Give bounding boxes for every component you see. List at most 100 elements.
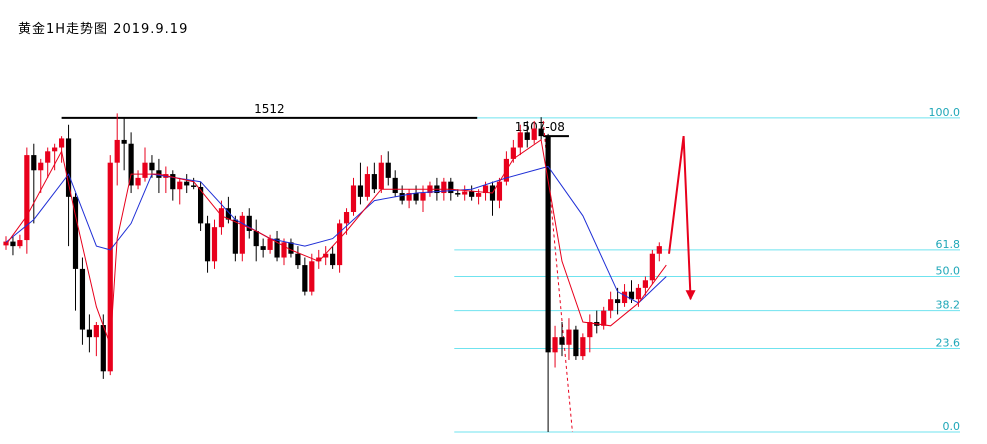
candle-body — [246, 215, 252, 231]
candle-body — [267, 238, 273, 250]
candle-body — [378, 162, 384, 190]
candle-body — [59, 138, 65, 148]
candle-body — [65, 138, 72, 197]
fib-level-label: 23.6 — [936, 337, 961, 350]
candle-body — [128, 143, 134, 186]
candle-body — [142, 162, 148, 178]
candle-body — [441, 181, 447, 194]
candle-body — [482, 185, 489, 194]
candle-body — [469, 191, 475, 197]
candle-body — [281, 242, 287, 258]
candle-body — [204, 223, 211, 262]
forecast-arrowhead — [685, 290, 696, 301]
fib-level-label: 100.0 — [929, 106, 961, 119]
candle-body — [309, 261, 315, 292]
candle-body — [566, 329, 572, 345]
candle-body — [587, 322, 593, 338]
candle-body — [538, 128, 544, 137]
candle-body — [253, 230, 259, 247]
candle-body — [621, 291, 628, 304]
candle-body — [198, 186, 204, 224]
candle-body — [218, 208, 225, 228]
candle-body — [72, 196, 79, 269]
candle-body — [211, 227, 218, 262]
candle-body — [420, 193, 426, 201]
candle-body — [559, 337, 565, 345]
trend-line — [542, 120, 573, 433]
fib-level-label: 0.0 — [943, 420, 961, 433]
fib-level-label: 38.2 — [936, 299, 961, 312]
fib-level-label: 61.8 — [936, 238, 961, 251]
candle-body — [642, 280, 648, 288]
candle-body — [392, 177, 398, 194]
candle-body — [121, 139, 127, 144]
candle-body — [385, 162, 391, 178]
candle-body — [545, 136, 551, 353]
candle-body — [330, 253, 336, 266]
candle-body — [79, 268, 86, 330]
candle-body — [302, 265, 308, 292]
candle-body — [580, 337, 586, 357]
candle-body — [448, 181, 454, 194]
candle-body — [177, 181, 183, 190]
candle-body — [399, 193, 405, 201]
candle-body — [107, 162, 113, 372]
candle-body — [274, 238, 280, 258]
candle-body — [476, 193, 482, 197]
candle-body — [455, 193, 461, 195]
candle-body — [149, 162, 155, 171]
candle-body — [45, 151, 51, 163]
candle-body — [225, 208, 231, 220]
candle-body — [191, 185, 197, 187]
candle-body — [357, 185, 364, 197]
candle-body — [496, 181, 503, 201]
candle-body — [86, 329, 92, 338]
candle-body — [135, 177, 141, 186]
candle-body — [10, 241, 16, 247]
candle-body — [649, 253, 655, 281]
fib-level-label: 50.0 — [936, 264, 961, 277]
candle-body — [573, 329, 579, 357]
resistance-label: 1512 — [254, 102, 285, 116]
candle-body — [184, 181, 190, 186]
candle-body — [510, 147, 516, 159]
candle-body — [232, 219, 238, 254]
candle-body — [114, 139, 120, 163]
candle-body — [260, 246, 266, 250]
candle-body — [371, 174, 377, 190]
candle-body — [100, 325, 106, 372]
candle-body — [343, 212, 350, 224]
candle-body — [52, 147, 58, 152]
candle-body — [337, 223, 343, 266]
candle-body — [17, 240, 23, 247]
candle-body — [364, 174, 370, 197]
candle-body — [615, 299, 621, 304]
candle-body — [170, 174, 176, 190]
candle-body — [531, 128, 537, 140]
candle-body — [517, 132, 523, 148]
candle-body — [601, 310, 607, 326]
candle-body — [323, 253, 329, 258]
chart-title: 黄金1H走势图 2019.9.19 — [18, 22, 189, 37]
candle-body — [413, 193, 419, 201]
candle-body — [462, 191, 468, 195]
moving-average-fast — [5, 139, 667, 345]
candle-body — [3, 241, 9, 246]
candle-body — [406, 193, 412, 201]
candle-body — [350, 185, 357, 212]
candle-body — [288, 242, 294, 254]
candle-body — [552, 337, 558, 353]
candle-body — [656, 246, 662, 254]
candle-body — [295, 253, 301, 266]
candle-body — [31, 155, 37, 171]
candle-body — [608, 299, 614, 311]
candle-body — [524, 132, 530, 140]
forecast-arrow — [668, 135, 692, 300]
candle-body — [628, 291, 635, 300]
candle-body — [316, 257, 322, 262]
moving-average-slow — [5, 165, 667, 304]
candle-body — [24, 155, 30, 241]
candle-body — [38, 162, 44, 171]
candle-body — [635, 287, 642, 300]
